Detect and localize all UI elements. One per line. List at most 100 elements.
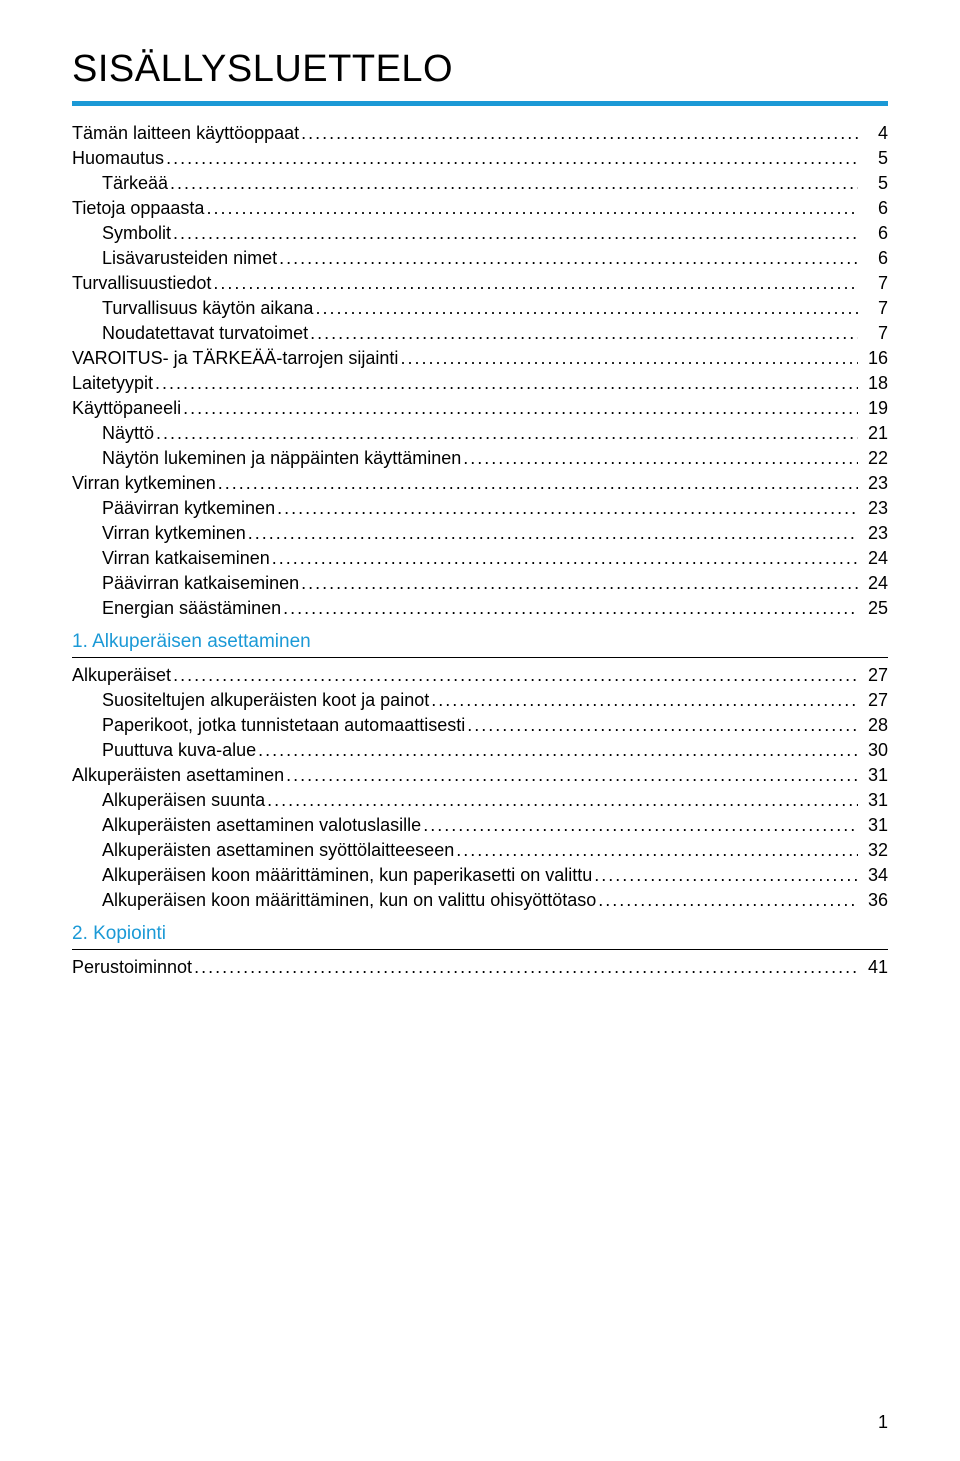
toc-row: Tärkeää5 bbox=[72, 174, 888, 192]
toc-leader-dots bbox=[154, 424, 858, 442]
toc-row: Turvallisuustiedot 7 bbox=[72, 274, 888, 292]
toc-label: Turvallisuustiedot bbox=[72, 274, 211, 292]
toc-label: Tärkeää bbox=[102, 174, 168, 192]
toc-label: Päävirran katkaiseminen bbox=[102, 574, 299, 592]
toc-row: Alkuperäisten asettaminen valotuslasille… bbox=[72, 816, 888, 834]
toc-label: Tietoja oppaasta bbox=[72, 199, 204, 217]
toc-row: Energian säästäminen 25 bbox=[72, 599, 888, 617]
page-title: SISÄLLYSLUETTELO bbox=[72, 48, 888, 91]
toc-page-number: 23 bbox=[858, 524, 888, 542]
toc-label: Näytön lukeminen ja näppäinten käyttämin… bbox=[102, 449, 461, 467]
toc-row: Virran kytkeminen 23 bbox=[72, 524, 888, 542]
toc-label: Alkuperäisen suunta bbox=[102, 791, 265, 809]
toc-page-number: 7 bbox=[858, 299, 888, 317]
toc-page-number: 6 bbox=[858, 224, 888, 242]
toc-page-number: 28 bbox=[858, 716, 888, 734]
toc-row: Suositeltujen alkuperäisten koot ja pain… bbox=[72, 691, 888, 709]
toc-row: Perustoiminnot 41 bbox=[72, 958, 888, 976]
toc-leader-dots bbox=[281, 599, 858, 617]
toc-page-number: 23 bbox=[858, 499, 888, 517]
toc-leader-dots bbox=[398, 349, 858, 367]
toc-label: Näyttö bbox=[102, 424, 154, 442]
toc-page-number: 41 bbox=[858, 958, 888, 976]
toc-page-number: 34 bbox=[858, 866, 888, 884]
toc-label: Päävirran kytkeminen bbox=[102, 499, 275, 517]
toc-label: VAROITUS- ja TÄRKEÄÄ-tarrojen sijainti bbox=[72, 349, 398, 367]
toc-label: Tämän laitteen käyttöoppaat bbox=[72, 124, 299, 142]
toc-label: Perustoiminnot bbox=[72, 958, 192, 976]
toc-row: Lisävarusteiden nimet6 bbox=[72, 249, 888, 267]
toc-leader-dots bbox=[192, 958, 858, 976]
toc-row: Virran katkaiseminen24 bbox=[72, 549, 888, 567]
toc-page-number: 27 bbox=[858, 691, 888, 709]
section-1-heading: 1. Alkuperäisen asettaminen bbox=[72, 631, 888, 653]
toc-row: Tämän laitteen käyttöoppaat 4 bbox=[72, 124, 888, 142]
toc-main: Tämän laitteen käyttöoppaat4Huomautus5Tä… bbox=[72, 124, 888, 617]
toc-leader-dots bbox=[465, 716, 858, 734]
toc-row: Alkuperäiset 27 bbox=[72, 666, 888, 684]
toc-row: Turvallisuus käytön aikana 7 bbox=[72, 299, 888, 317]
toc-page-number: 6 bbox=[858, 249, 888, 267]
toc-leader-dots bbox=[421, 816, 858, 834]
toc-section-1: Alkuperäiset 27 Suositeltujen alkuperäiste… bbox=[72, 666, 888, 909]
section-2-heading: 2. Kopiointi bbox=[72, 923, 888, 945]
toc-label: Virran kytkeminen bbox=[102, 524, 246, 542]
toc-label: Energian säästäminen bbox=[102, 599, 281, 617]
toc-leader-dots bbox=[284, 766, 858, 784]
toc-page-number: 25 bbox=[858, 599, 888, 617]
toc-page-number: 31 bbox=[858, 816, 888, 834]
toc-leader-dots bbox=[270, 549, 858, 567]
toc-page-number: 18 bbox=[858, 374, 888, 392]
toc-leader-dots bbox=[211, 274, 858, 292]
toc-label: Turvallisuus käytön aikana bbox=[102, 299, 313, 317]
toc-page-number: 32 bbox=[858, 841, 888, 859]
toc-leader-dots bbox=[168, 174, 858, 192]
toc-row: Päävirran kytkeminen 23 bbox=[72, 499, 888, 517]
toc-row: Paperikoot, jotka tunnistetaan automaatt… bbox=[72, 716, 888, 734]
toc-label: Alkuperäisten asettaminen syöttölaittees… bbox=[102, 841, 454, 859]
toc-row: Näytön lukeminen ja näppäinten käyttämin… bbox=[72, 449, 888, 467]
toc-leader-dots bbox=[299, 574, 858, 592]
toc-row: Käyttöpaneeli19 bbox=[72, 399, 888, 417]
toc-label: Laitetyypit bbox=[72, 374, 153, 392]
toc-label: Alkuperäiset bbox=[72, 666, 171, 684]
title-divider bbox=[72, 101, 888, 106]
toc-row: Näyttö21 bbox=[72, 424, 888, 442]
toc-leader-dots bbox=[313, 299, 858, 317]
toc-page-number: 5 bbox=[858, 149, 888, 167]
toc-page-number: 7 bbox=[858, 324, 888, 342]
toc-page-number: 31 bbox=[858, 791, 888, 809]
toc-leader-dots bbox=[429, 691, 858, 709]
toc-page-number: 24 bbox=[858, 549, 888, 567]
toc-leader-dots bbox=[256, 741, 858, 759]
toc-row: Päävirran katkaiseminen 24 bbox=[72, 574, 888, 592]
toc-label: Alkuperäisen koon määrittäminen, kun on … bbox=[102, 891, 596, 909]
toc-leader-dots bbox=[277, 249, 858, 267]
toc-page-number: 4 bbox=[858, 124, 888, 142]
section-2-divider bbox=[72, 949, 888, 950]
toc-leader-dots bbox=[204, 199, 858, 217]
page-container: SISÄLLYSLUETTELO Tämän laitteen käyttöop… bbox=[0, 0, 960, 1461]
toc-label: Käyttöpaneeli bbox=[72, 399, 181, 417]
toc-row: Alkuperäisten asettaminen syöttölaittees… bbox=[72, 841, 888, 859]
toc-page-number: 27 bbox=[858, 666, 888, 684]
toc-leader-dots bbox=[246, 524, 858, 542]
toc-leader-dots bbox=[216, 474, 858, 492]
toc-row: Alkuperäisen koon määrittäminen, kun pap… bbox=[72, 866, 888, 884]
toc-label: Virran kytkeminen bbox=[72, 474, 216, 492]
toc-leader-dots bbox=[275, 499, 858, 517]
toc-label: Paperikoot, jotka tunnistetaan automaatt… bbox=[102, 716, 465, 734]
toc-label: Alkuperäisten asettaminen bbox=[72, 766, 284, 784]
toc-page-number: 7 bbox=[858, 274, 888, 292]
toc-row: Alkuperäisen koon määrittäminen, kun on … bbox=[72, 891, 888, 909]
toc-page-number: 24 bbox=[858, 574, 888, 592]
toc-leader-dots bbox=[592, 866, 858, 884]
toc-row: VAROITUS- ja TÄRKEÄÄ-tarrojen sijainti16 bbox=[72, 349, 888, 367]
toc-page-number: 23 bbox=[858, 474, 888, 492]
toc-page-number: 31 bbox=[858, 766, 888, 784]
toc-label: Suositeltujen alkuperäisten koot ja pain… bbox=[102, 691, 429, 709]
toc-leader-dots bbox=[171, 224, 858, 242]
toc-row: Puuttuva kuva-alue30 bbox=[72, 741, 888, 759]
toc-row: Virran kytkeminen 23 bbox=[72, 474, 888, 492]
toc-row: Alkuperäisten asettaminen 31 bbox=[72, 766, 888, 784]
